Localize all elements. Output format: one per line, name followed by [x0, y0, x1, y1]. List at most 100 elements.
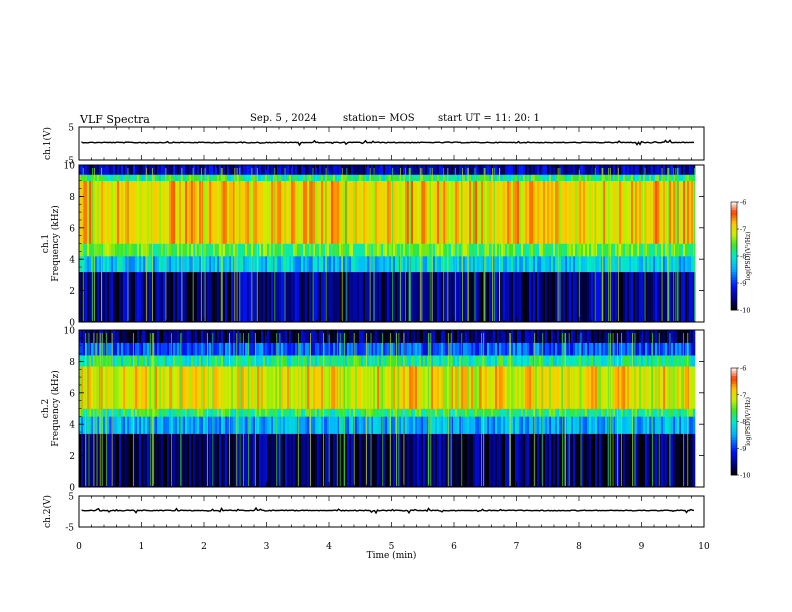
spectrogram-ch2-band-6 — [331, 330, 334, 343]
spectrogram-ch2-band-5 — [79, 342, 82, 356]
spectrogram-ch2-band-1 — [557, 416, 560, 434]
spectrogram-ch2-band-0 — [311, 433, 314, 488]
spectrogram-ch2-band-4 — [507, 355, 510, 367]
spectrogram-ch2-band-4 — [571, 355, 574, 367]
spectrogram-ch1-band-4 — [575, 174, 578, 181]
spectrogram-ch1-band-2 — [669, 243, 672, 257]
spectrogram-ch2-band-3 — [223, 366, 226, 409]
spectrogram-ch2-band-0 — [441, 433, 444, 488]
spectrogram-ch1-band-5 — [123, 165, 126, 175]
spectrogram-ch2-band-0 — [473, 433, 476, 488]
spectrogram-ch1-band-1 — [247, 256, 250, 273]
spectrogram-ch2-band-4 — [167, 355, 170, 367]
spectrogram-ch1-band-0 — [215, 271, 218, 323]
spectrogram-ch2-band-6 — [435, 330, 438, 343]
spectrogram-ch2-band-4 — [335, 355, 338, 367]
spectrogram-ch2-band-2 — [371, 408, 374, 417]
spectrogram-ch2-band-3 — [473, 366, 476, 409]
spectrogram-ch2-band-3 — [655, 366, 658, 409]
spectrogram-ch1-band-1 — [207, 256, 210, 273]
spectrogram-ch1-band-1 — [387, 256, 390, 273]
spectrogram-ch2-band-0 — [685, 433, 688, 488]
spectrogram-ch1-band-3 — [651, 180, 654, 244]
spectrogram-ch2-band-2 — [151, 408, 154, 417]
spectrogram-ch1-band-2 — [631, 243, 634, 257]
spectrogram-ch2-band-5 — [605, 342, 608, 356]
spectrogram-ch2-band-1 — [627, 416, 630, 434]
spectrogram-ch2-band-0 — [513, 433, 516, 488]
spectrogram-ch2-band-4 — [533, 355, 536, 367]
spectrogram-ch1-band-2 — [563, 243, 566, 257]
spectrogram-ch1-band-0 — [345, 271, 348, 323]
spectrogram-ch1-band-0 — [503, 271, 506, 323]
spectrogram-ch2-band-2 — [285, 408, 288, 417]
spectrogram-ch1-band-4 — [149, 174, 152, 181]
spectrogram-ch1-band-1 — [375, 256, 378, 273]
spectrogram-ch2-band-0 — [603, 433, 606, 488]
spectrogram-ch1-band-3 — [649, 180, 652, 244]
spectrogram-ch2-band-6 — [199, 330, 202, 343]
spectrogram-ch2-band-6 — [327, 330, 330, 343]
spectrogram-ch1-band-2 — [541, 243, 544, 257]
spectrogram-ch2-band-0 — [417, 433, 420, 488]
spectrogram-ch2-band-5 — [657, 342, 660, 356]
spectrogram-ch2-band-5 — [467, 342, 470, 356]
spectrogram-ch1-band-4 — [519, 174, 522, 181]
spectrogram-ch1-band-1 — [655, 256, 658, 273]
spectrogram-ch1-band-0 — [541, 271, 544, 323]
spectrogram-ch1-band-1 — [497, 256, 500, 273]
spectrogram-ch2-band-3 — [649, 366, 652, 409]
spectrogram-ch2-band-2 — [183, 408, 186, 417]
spectrogram-ch1-band-3 — [175, 180, 178, 244]
spectrogram-ch1-band-0 — [539, 271, 542, 323]
spectrogram-ch1-band-0 — [383, 271, 386, 323]
spectrogram-ch2-band-1 — [305, 416, 308, 434]
spectrogram-ch2-band-5 — [503, 342, 506, 356]
spectrogram-ch1-colorbar-step — [731, 280, 737, 284]
spectrogram-ch1-band-4 — [243, 174, 246, 181]
spectrogram-ch1-band-4 — [497, 174, 500, 181]
spectrogram-ch1-band-2 — [623, 243, 626, 257]
spectrogram-ch1-band-1 — [315, 256, 318, 273]
spectrogram-ch2-band-2 — [115, 408, 118, 417]
spectrogram-ch2-band-4 — [621, 355, 624, 367]
spectrogram-ch1-band-1 — [323, 256, 326, 273]
spectrogram-ch2-band-3 — [581, 366, 584, 409]
spectrogram-ch1-band-0 — [613, 271, 616, 323]
spectrogram-ch2-band-5 — [689, 342, 692, 356]
spectrogram-ch1-band-1 — [265, 256, 268, 273]
spectrogram-ch1-band-5 — [513, 165, 516, 175]
spectrogram-ch1-band-5 — [527, 165, 530, 175]
spectrogram-ch2-band-4 — [473, 355, 476, 367]
spectrogram-ch1-band-1 — [171, 256, 174, 273]
spectrogram-ch1-band-2 — [111, 243, 114, 257]
spectrogram-ch2-band-4 — [143, 355, 146, 367]
spectrogram-ch1-band-2 — [555, 243, 558, 257]
spectrogram-ch2-band-2 — [241, 408, 244, 417]
spectrogram-ch1-band-5 — [233, 165, 236, 175]
spectrogram-ch1-band-2 — [465, 243, 468, 257]
spectrogram-ch1-band-0 — [611, 271, 614, 323]
spectrogram-ch1-band-2 — [103, 243, 106, 257]
spectrogram-ch2-band-0 — [211, 433, 214, 488]
spectrogram-ch1-band-3 — [201, 180, 204, 244]
spectrogram-ch2-band-5 — [459, 342, 462, 356]
spectrogram-ch2-band-1 — [361, 416, 364, 434]
spectrogram-ch1-band-4 — [225, 174, 228, 181]
spectrogram-ch2-band-2 — [369, 408, 372, 417]
spectrogram-ch1-band-2 — [553, 243, 556, 257]
spectrogram-ch1-band-1 — [95, 256, 98, 273]
spectrogram-ch2-band-1 — [351, 416, 354, 434]
spectrogram-ch2-band-0 — [143, 433, 146, 488]
spectrogram-ch2-band-3 — [663, 366, 666, 409]
spectrogram-ch1-band-4 — [301, 174, 304, 181]
spectrogram-ch2-band-2 — [159, 408, 162, 417]
spectrogram-ch2-band-6 — [251, 330, 254, 343]
spectrogram-ch2-band-2 — [659, 408, 662, 417]
spectrogram-ch2-band-2 — [483, 408, 486, 417]
spectrogram-ch2-band-1 — [603, 416, 606, 434]
spectrogram-ch2-band-4 — [369, 355, 372, 367]
spectrogram-ch1-band-2 — [361, 243, 364, 257]
spectrogram-ch1-band-1 — [309, 256, 312, 273]
spectrogram-ch2-band-3 — [251, 366, 254, 409]
